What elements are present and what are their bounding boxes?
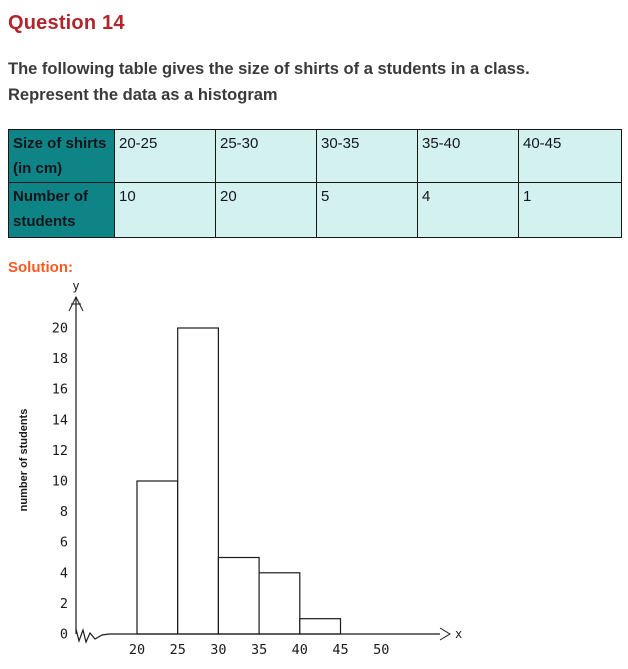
y-tick-label: 14 bbox=[52, 412, 68, 428]
value-cell: 20-25 bbox=[114, 129, 216, 183]
x-axis-arrow-icon bbox=[439, 627, 451, 641]
question-text-line1: The following table gives the size of sh… bbox=[8, 60, 530, 78]
y-axis-title: number of students bbox=[18, 409, 30, 512]
y-tick-label: 0 bbox=[60, 627, 68, 643]
x-tick-label: 40 bbox=[292, 642, 308, 658]
page-title: Question 14 bbox=[8, 12, 125, 34]
x-tick-label: 25 bbox=[170, 642, 186, 658]
histogram: y x 0 2 4 6 8 10 12 14 16 18 20 20 25 30 35 40 45 50 number … bbox=[18, 279, 462, 658]
value-cell: 40-45 bbox=[518, 129, 622, 183]
value-cell: 5 bbox=[316, 182, 418, 238]
y-tick-label: 18 bbox=[52, 351, 68, 367]
value-cell: 20 bbox=[215, 182, 317, 238]
y-tick-label: 10 bbox=[52, 474, 68, 490]
x-tick-label: 45 bbox=[332, 642, 348, 658]
value-cell: 35-40 bbox=[417, 129, 519, 183]
bar bbox=[217, 556, 260, 635]
table-row-sizes: Size of shirts (in cm) 20-25 25-30 30-35… bbox=[8, 129, 622, 183]
x-axis-line bbox=[75, 627, 440, 644]
bar bbox=[177, 327, 219, 635]
x-tick-label: 20 bbox=[129, 642, 145, 658]
y-tick-label: 8 bbox=[60, 504, 68, 520]
question-text: The following table gives the size of sh… bbox=[8, 56, 620, 108]
x-tick-label: 30 bbox=[210, 642, 226, 658]
value-cell: 4 bbox=[417, 182, 519, 238]
y-axis-arrow-icon bbox=[68, 295, 84, 312]
x-tick-label: 35 bbox=[251, 642, 267, 658]
y-tick-label: 16 bbox=[52, 382, 68, 398]
value-cell: 10 bbox=[114, 182, 216, 238]
y-tick-label: 2 bbox=[60, 596, 68, 612]
shirt-size-table: Size of shirts (in cm) 20-25 25-30 30-35… bbox=[8, 129, 622, 238]
row-header-cell: Number of students bbox=[8, 182, 115, 238]
y-axis-letter: y bbox=[72, 279, 79, 293]
bar bbox=[299, 618, 342, 635]
x-axis-letter: x bbox=[455, 627, 462, 641]
y-tick-label: 20 bbox=[52, 321, 68, 337]
y-tick-label: 4 bbox=[60, 565, 68, 581]
value-cell: 30-35 bbox=[316, 129, 418, 183]
value-cell: 1 bbox=[518, 182, 622, 238]
value-cell: 25-30 bbox=[215, 129, 317, 183]
y-tick-label: 6 bbox=[60, 535, 68, 551]
x-tick-label: 50 bbox=[373, 642, 389, 658]
table-row-students: Number of students 10 20 5 4 1 bbox=[8, 182, 622, 238]
solution-label: Solution: bbox=[8, 259, 73, 276]
question-text-line2: Represent the data as a histogram bbox=[8, 86, 278, 104]
row-header-cell: Size of shirts (in cm) bbox=[8, 129, 115, 183]
bar bbox=[258, 572, 301, 635]
bar bbox=[136, 480, 179, 635]
y-tick-label: 12 bbox=[52, 443, 68, 459]
